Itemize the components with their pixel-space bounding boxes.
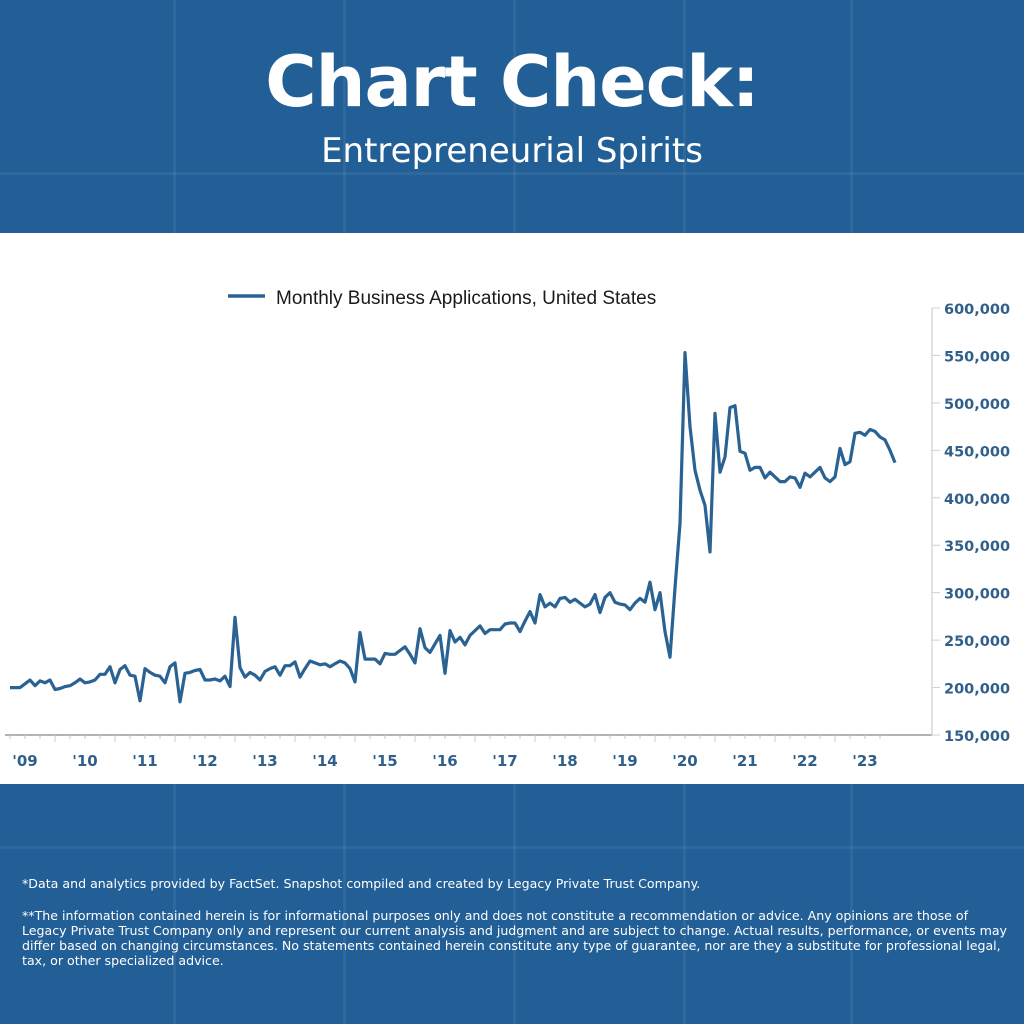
background-grid-line <box>173 784 176 1024</box>
x-tick-label: '12 <box>192 752 217 770</box>
x-tick-label: '15 <box>372 752 397 770</box>
data-source-note: *Data and analytics provided by FactSet.… <box>22 876 701 891</box>
x-tick-label: '21 <box>732 752 757 770</box>
chart-legend: Monthly Business Applications, United St… <box>228 288 656 309</box>
background-grid-line <box>850 0 853 233</box>
x-tick-label: '10 <box>72 752 97 770</box>
chart-axes: 150,000 200,000 250,000 300,000 350,000 400,0… <box>5 302 1010 770</box>
y-tick-label: 250,000 <box>944 634 1010 650</box>
background-grid-line <box>343 784 346 1024</box>
x-tick-label: '17 <box>492 752 517 770</box>
y-tick-label: 600,000 <box>944 302 1010 318</box>
x-tick-label: '22 <box>792 752 817 770</box>
x-tick-label: '18 <box>552 752 577 770</box>
background-grid-line <box>513 0 516 233</box>
y-tick-label: 350,000 <box>944 539 1010 555</box>
footer-banner <box>0 784 1024 1024</box>
background-grid-line <box>0 846 1024 849</box>
y-tick-label: 450,000 <box>944 444 1010 460</box>
background-grid-line <box>683 0 686 233</box>
x-tick-label: '11 <box>132 752 157 770</box>
background-grid-line <box>850 784 853 1024</box>
page-title: Chart Check: <box>265 41 760 123</box>
header-banner: Chart Check: Entrepreneurial Spirits <box>0 0 1024 233</box>
background-grid-line <box>343 0 346 233</box>
x-tick-label: '09 <box>12 752 37 770</box>
disclaimer-text: **The information contained herein is fo… <box>22 908 1008 968</box>
x-tick-label: '19 <box>612 752 637 770</box>
background-grid-line <box>0 172 1024 175</box>
y-tick-label: 550,000 <box>944 349 1010 365</box>
background-grid-line <box>513 784 516 1024</box>
background-grid-line <box>683 784 686 1024</box>
background-grid-line <box>173 0 176 233</box>
y-tick-label: 300,000 <box>944 587 1010 603</box>
series-line-business-applications <box>10 351 897 704</box>
chart-panel: 150,000 200,000 250,000 300,000 350,000 400,0… <box>0 233 1024 784</box>
y-tick-label: 200,000 <box>944 682 1010 698</box>
line-chart: 150,000 200,000 250,000 300,000 350,000 400,0… <box>5 288 1010 770</box>
x-tick-label: '14 <box>312 752 337 770</box>
y-tick-label: 150,000 <box>944 729 1010 745</box>
x-tick-label: '13 <box>252 752 277 770</box>
y-tick-label: 400,000 <box>944 492 1010 508</box>
x-tick-label: '16 <box>432 752 457 770</box>
x-tick-label: '23 <box>852 752 877 770</box>
x-tick-label: '20 <box>672 752 697 770</box>
page-subtitle: Entrepreneurial Spirits <box>321 131 703 171</box>
legend-label: Monthly Business Applications, United St… <box>276 288 656 309</box>
y-tick-label: 500,000 <box>944 397 1010 413</box>
